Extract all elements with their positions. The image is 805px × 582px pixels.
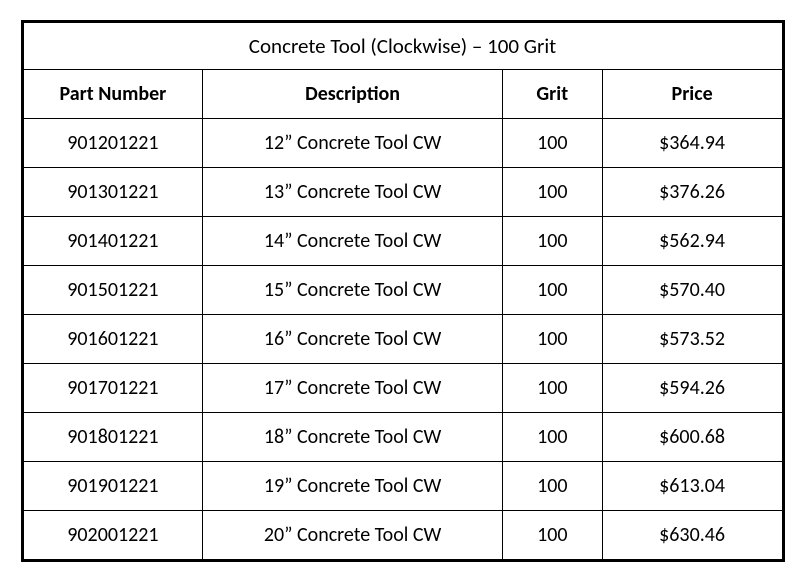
cell-price: $573.52	[602, 315, 782, 364]
table-row: 901701221 17” Concrete Tool CW 100 $594.…	[23, 364, 782, 413]
cell-description: 13” Concrete Tool CW	[203, 168, 503, 217]
cell-part-number: 901601221	[23, 315, 203, 364]
cell-grit: 100	[502, 315, 602, 364]
table-row: 901301221 13” Concrete Tool CW 100 $376.…	[23, 168, 782, 217]
table-header-row: Part Number Description Grit Price	[23, 70, 782, 119]
table-row: 901901221 19” Concrete Tool CW 100 $613.…	[23, 462, 782, 511]
table-row: 901601221 16” Concrete Tool CW 100 $573.…	[23, 315, 782, 364]
cell-description: 14” Concrete Tool CW	[203, 217, 503, 266]
table-row: 901201221 12” Concrete Tool CW 100 $364.…	[23, 119, 782, 168]
cell-part-number: 901501221	[23, 266, 203, 315]
cell-part-number: 901301221	[23, 168, 203, 217]
cell-part-number: 901801221	[23, 413, 203, 462]
cell-grit: 100	[502, 119, 602, 168]
cell-grit: 100	[502, 217, 602, 266]
cell-grit: 100	[502, 413, 602, 462]
header-grit: Grit	[502, 70, 602, 119]
cell-price: $364.94	[602, 119, 782, 168]
cell-description: 12” Concrete Tool CW	[203, 119, 503, 168]
cell-description: 20” Concrete Tool CW	[203, 511, 503, 560]
cell-part-number: 901901221	[23, 462, 203, 511]
cell-price: $594.26	[602, 364, 782, 413]
cell-description: 19” Concrete Tool CW	[203, 462, 503, 511]
cell-grit: 100	[502, 168, 602, 217]
table-title: Concrete Tool (Clockwise) – 100 Grit	[23, 23, 782, 70]
table-row: 901801221 18” Concrete Tool CW 100 $600.…	[23, 413, 782, 462]
header-price: Price	[602, 70, 782, 119]
header-part-number: Part Number	[23, 70, 203, 119]
cell-part-number: 901401221	[23, 217, 203, 266]
table-row: 901401221 14” Concrete Tool CW 100 $562.…	[23, 217, 782, 266]
cell-part-number: 901201221	[23, 119, 203, 168]
cell-part-number: 902001221	[23, 511, 203, 560]
cell-grit: 100	[502, 511, 602, 560]
cell-grit: 100	[502, 462, 602, 511]
table-row: 901501221 15” Concrete Tool CW 100 $570.…	[23, 266, 782, 315]
cell-price: $570.40	[602, 266, 782, 315]
cell-price: $600.68	[602, 413, 782, 462]
header-description: Description	[203, 70, 503, 119]
cell-description: 17” Concrete Tool CW	[203, 364, 503, 413]
cell-grit: 100	[502, 364, 602, 413]
table-title-row: Concrete Tool (Clockwise) – 100 Grit	[23, 23, 782, 70]
cell-price: $376.26	[602, 168, 782, 217]
cell-description: 18” Concrete Tool CW	[203, 413, 503, 462]
cell-part-number: 901701221	[23, 364, 203, 413]
price-table-container: Concrete Tool (Clockwise) – 100 Grit Par…	[21, 20, 785, 562]
cell-price: $562.94	[602, 217, 782, 266]
price-table: Concrete Tool (Clockwise) – 100 Grit Par…	[23, 22, 783, 560]
cell-price: $630.46	[602, 511, 782, 560]
cell-description: 15” Concrete Tool CW	[203, 266, 503, 315]
cell-price: $613.04	[602, 462, 782, 511]
table-row: 902001221 20” Concrete Tool CW 100 $630.…	[23, 511, 782, 560]
cell-description: 16” Concrete Tool CW	[203, 315, 503, 364]
cell-grit: 100	[502, 266, 602, 315]
